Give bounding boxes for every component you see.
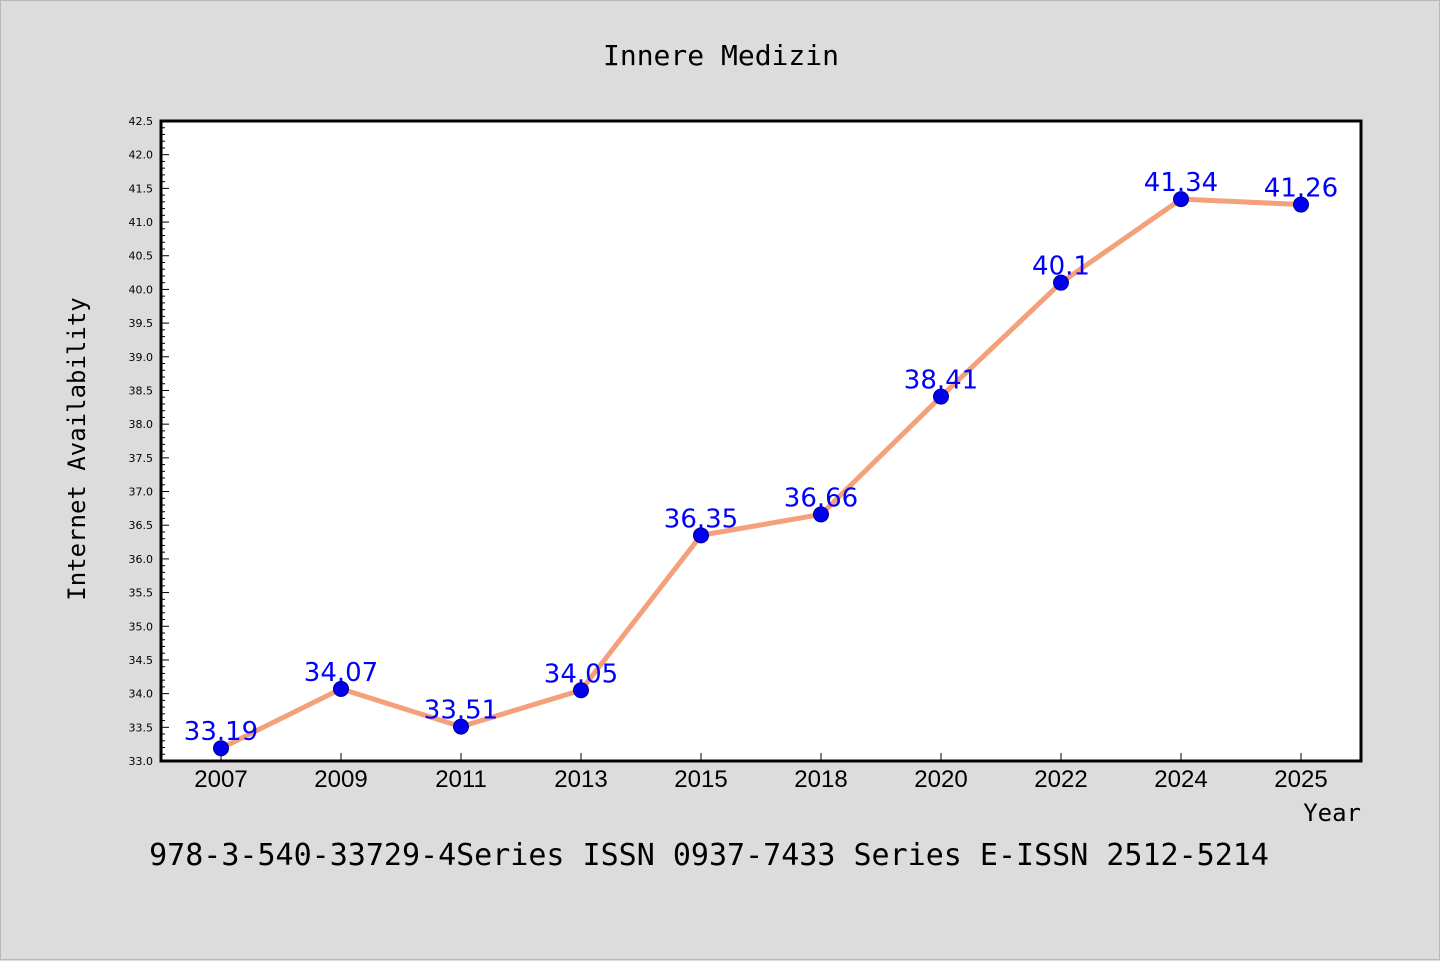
y-tick-label: 34.5: [129, 654, 154, 667]
data-label: 33.51: [424, 696, 498, 726]
y-tick-label: 35.0: [129, 620, 154, 633]
series: 33.19 34.07 33.51 34.05 36.35 36.66 38.41 40.1 4…: [184, 168, 1338, 757]
x-tick-label: 2009: [314, 766, 367, 793]
data-label: 34.05: [544, 659, 618, 689]
y-tick-label: 42.0: [129, 149, 154, 162]
y-tick-label: 33.0: [129, 755, 154, 768]
y-tick-label: 42.5: [129, 115, 154, 128]
data-label: 34.07: [304, 658, 378, 688]
data-label: 36.66: [784, 483, 858, 513]
chart-title: Innere Medizin: [603, 39, 839, 72]
data-label: 41.26: [1264, 174, 1338, 204]
x-axis: 2007 2009 2011 2013 2015 2018 2020 2022 2024 2025: [194, 753, 1328, 793]
x-tick-label: 2013: [554, 766, 607, 793]
data-label: 33.19: [184, 717, 258, 747]
x-tick-label: 2011: [435, 766, 487, 793]
data-point: [333, 680, 349, 697]
data-point: [453, 718, 469, 735]
y-tick-label: 41.5: [129, 182, 154, 195]
data-point: [1293, 196, 1309, 213]
y-tick-label: 34.0: [129, 688, 154, 701]
y-tick-label: 40.0: [129, 283, 154, 296]
y-axis-label: Internet Availability: [63, 297, 91, 600]
data-label: 36.35: [664, 504, 738, 534]
x-tick-label: 2024: [1154, 766, 1207, 793]
y-tick-label: 37.0: [129, 486, 154, 499]
y-tick-label: 38.5: [129, 384, 154, 397]
data-point: [1173, 191, 1189, 208]
y-tick-label: 38.0: [129, 418, 154, 431]
series-line: [218, 196, 1304, 751]
data-label: 40.1: [1032, 252, 1090, 282]
x-axis-label: Year: [1303, 799, 1361, 827]
data-label: 38.41: [904, 366, 978, 396]
plot-area: [159, 119, 1363, 763]
data-label: 41.34: [1144, 168, 1218, 198]
x-tick-label: 2015: [674, 766, 727, 793]
x-tick-label: 2025: [1274, 766, 1327, 793]
isbn-issn-footer: 978-3-540-33729-4Series ISSN 0937-7433 S…: [149, 838, 1269, 873]
data-point: [573, 682, 589, 699]
x-tick-label: 2022: [1034, 766, 1087, 793]
y-tick-label: 39.0: [129, 351, 154, 364]
x-tick-label: 2007: [194, 766, 247, 793]
x-tick-label: 2018: [794, 766, 847, 793]
y-tick-label: 41.0: [129, 216, 154, 229]
data-point: [813, 506, 829, 523]
data-point: [693, 527, 709, 544]
y-tick-label: 37.5: [129, 452, 154, 465]
y-tick-label: 36.0: [129, 553, 154, 566]
y-tick-label: 39.5: [129, 317, 154, 330]
y-axis: 33.0 33.5 34.0 34.5 35.0 35.5 36.0 36.5 37.0 37.5…: [129, 115, 169, 768]
x-tick-label: 2020: [914, 766, 967, 793]
y-tick-label: 40.5: [129, 250, 154, 263]
data-point: [933, 388, 949, 405]
data-point: [1053, 274, 1069, 291]
y-tick-label: 33.5: [129, 721, 154, 734]
y-tick-label: 36.5: [129, 519, 154, 532]
data-point: [213, 740, 229, 757]
y-tick-label: 35.5: [129, 587, 154, 600]
